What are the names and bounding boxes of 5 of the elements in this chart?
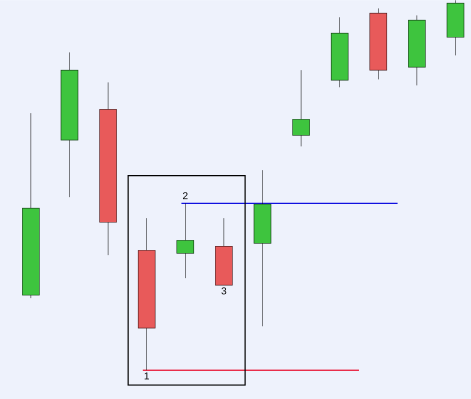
candlestick xyxy=(176,203,194,278)
annotation: 2 xyxy=(183,192,188,200)
annotation: 3 xyxy=(221,287,226,294)
candlestick xyxy=(292,70,310,147)
annotation: 1 xyxy=(144,372,149,380)
